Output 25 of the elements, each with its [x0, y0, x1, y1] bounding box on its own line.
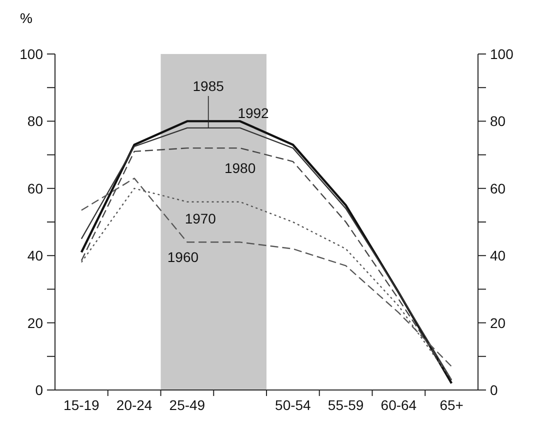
- y-axis-title: %: [20, 10, 32, 26]
- y2-tick-label: 80: [490, 113, 506, 130]
- y2-tick-label: 0: [490, 382, 498, 398]
- x-tick-label: 60-64: [380, 397, 417, 413]
- y2-tick-label: 20: [490, 314, 506, 331]
- x-tick-label: 25-49: [169, 397, 206, 413]
- y-tick-label: 60: [27, 180, 44, 196]
- series-label: 1970: [184, 210, 216, 227]
- y2-tick-label: 40: [490, 248, 506, 264]
- y2-tick-label: 60: [490, 180, 506, 196]
- y-tick-label: 80: [27, 113, 44, 130]
- x-tick-label: 20-24: [116, 397, 152, 413]
- y-tick-label: 0: [35, 382, 44, 398]
- text: 1985: [192, 78, 224, 94]
- y-tick-label: 40: [27, 248, 44, 264]
- x-tick-label: 65+: [440, 397, 464, 413]
- y2-tick-label: 100: [490, 46, 514, 62]
- series-label: 1992: [238, 104, 270, 121]
- series-label: 1980: [224, 160, 256, 176]
- x-tick-label: 50-54: [275, 397, 312, 413]
- x-tick-label: 55-59: [328, 397, 364, 413]
- y-tick-label: 20: [27, 314, 44, 331]
- x-tick-label: 15-19: [64, 397, 100, 413]
- series-label: 1960: [167, 248, 199, 265]
- y-tick-label: 100: [20, 46, 44, 62]
